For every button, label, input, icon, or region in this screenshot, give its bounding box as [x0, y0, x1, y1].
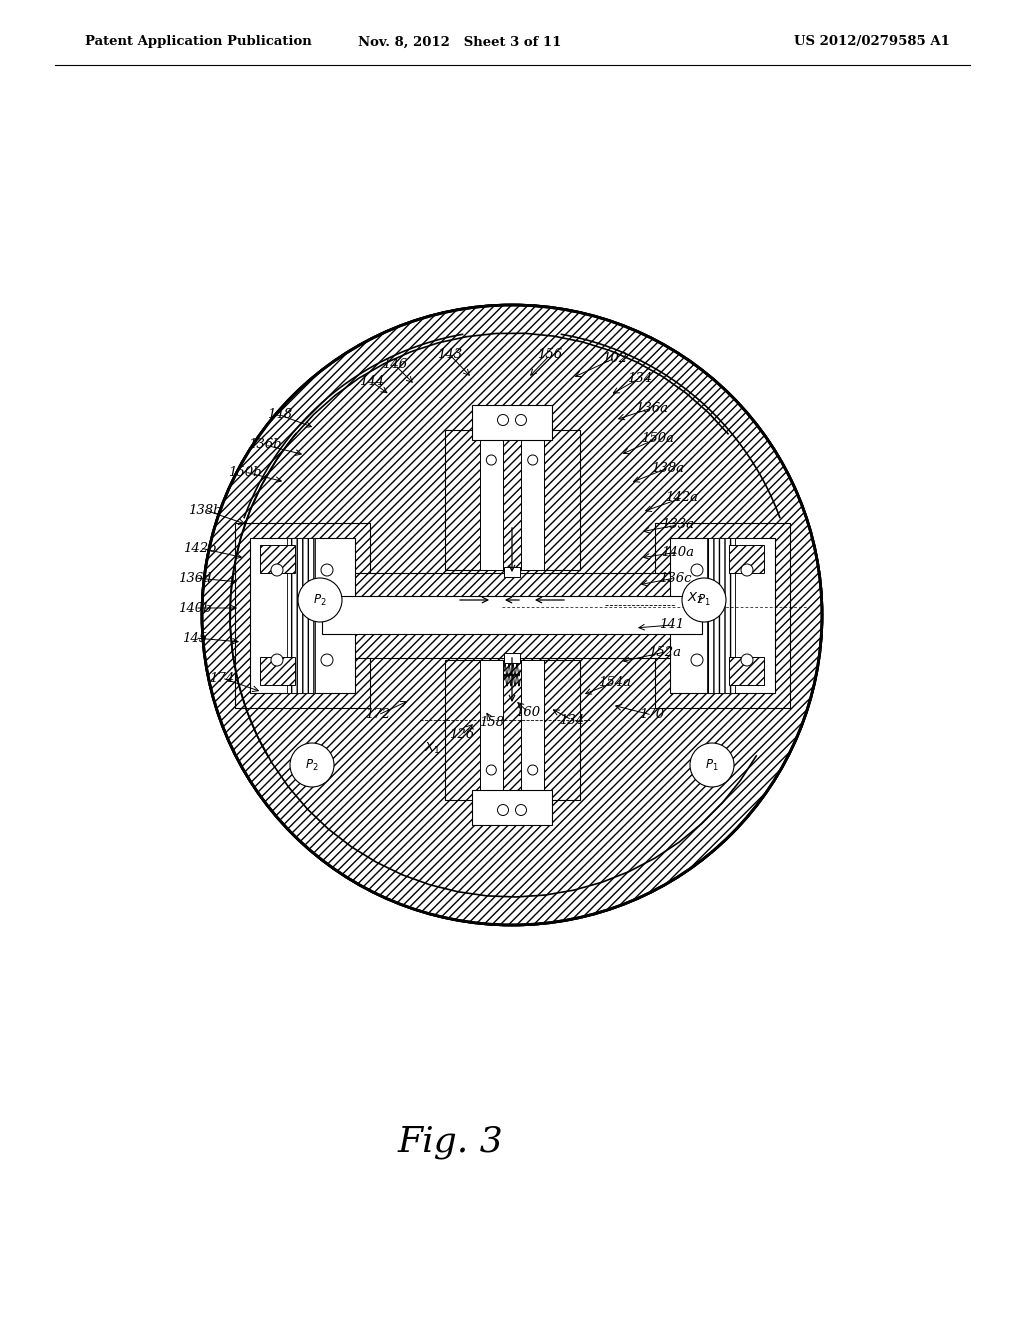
Text: 134: 134	[628, 371, 652, 384]
Text: 102: 102	[602, 351, 628, 364]
Text: 154a: 154a	[598, 676, 632, 689]
Text: 140a: 140a	[662, 545, 694, 558]
Text: 174: 174	[210, 672, 234, 685]
Circle shape	[202, 305, 822, 925]
Bar	[322, 597, 702, 634]
Circle shape	[741, 564, 753, 576]
Text: Patent Application Publication: Patent Application Publication	[85, 36, 311, 49]
Circle shape	[527, 766, 538, 775]
Circle shape	[498, 804, 509, 816]
Circle shape	[271, 653, 283, 667]
Text: 138a: 138a	[651, 462, 684, 474]
Circle shape	[321, 564, 333, 576]
Circle shape	[298, 578, 342, 622]
Bar	[260, 657, 295, 685]
Text: 145: 145	[182, 631, 208, 644]
Bar	[444, 660, 580, 800]
Text: 141: 141	[659, 619, 685, 631]
Text: 143: 143	[437, 348, 463, 362]
Bar	[521, 660, 545, 805]
Bar	[322, 597, 702, 634]
Text: 136a: 136a	[636, 401, 669, 414]
Circle shape	[486, 455, 497, 465]
Circle shape	[515, 414, 526, 425]
Text: $P_2$: $P_2$	[313, 593, 327, 607]
Circle shape	[271, 564, 283, 576]
Text: 158: 158	[479, 715, 505, 729]
Bar	[707, 537, 735, 693]
Bar	[654, 523, 790, 708]
Text: 172: 172	[366, 709, 390, 722]
Circle shape	[527, 455, 538, 465]
Bar	[234, 523, 370, 708]
Text: 160: 160	[515, 705, 541, 718]
Bar	[504, 653, 520, 663]
Bar	[521, 425, 545, 570]
Bar	[472, 405, 552, 440]
Text: 134: 134	[559, 714, 585, 726]
Text: 148: 148	[267, 408, 293, 421]
Text: $P_2$: $P_2$	[305, 758, 318, 772]
Bar	[479, 660, 503, 805]
Circle shape	[691, 653, 703, 667]
Bar	[322, 573, 702, 657]
Text: 156: 156	[538, 348, 562, 362]
Text: 126: 126	[450, 729, 474, 742]
Text: 142b: 142b	[183, 541, 217, 554]
Text: 136b: 136b	[248, 438, 282, 451]
Text: $X_1$: $X_1$	[424, 741, 440, 755]
Text: $P_1$: $P_1$	[697, 593, 711, 607]
Bar	[479, 425, 503, 570]
Text: 152a: 152a	[648, 645, 682, 659]
Bar	[670, 537, 774, 693]
Circle shape	[741, 653, 753, 667]
Bar	[250, 537, 354, 693]
Bar	[287, 537, 315, 693]
Bar	[260, 545, 295, 573]
Text: 146: 146	[382, 359, 408, 371]
Circle shape	[682, 578, 726, 622]
Circle shape	[202, 305, 822, 925]
Text: $P_1$: $P_1$	[706, 758, 719, 772]
Circle shape	[691, 564, 703, 576]
Circle shape	[515, 804, 526, 816]
Text: 136d: 136d	[178, 572, 212, 585]
Circle shape	[321, 653, 333, 667]
Text: 142a: 142a	[666, 491, 698, 504]
Text: Nov. 8, 2012   Sheet 3 of 11: Nov. 8, 2012 Sheet 3 of 11	[358, 36, 562, 49]
Circle shape	[290, 743, 334, 787]
Bar	[472, 789, 552, 825]
Circle shape	[690, 743, 734, 787]
Text: 150b: 150b	[228, 466, 262, 479]
Text: 170: 170	[639, 709, 665, 722]
Text: 140b: 140b	[178, 602, 212, 615]
Bar	[729, 545, 764, 573]
Bar	[504, 568, 520, 577]
Text: US 2012/0279585 A1: US 2012/0279585 A1	[795, 36, 950, 49]
Text: 136c: 136c	[658, 572, 691, 585]
Text: 150a: 150a	[641, 432, 675, 445]
Text: 144: 144	[359, 375, 385, 388]
Circle shape	[486, 766, 497, 775]
Text: $X_2$: $X_2$	[687, 590, 703, 606]
Circle shape	[498, 414, 509, 425]
Bar	[729, 657, 764, 685]
Bar	[444, 430, 580, 570]
Text: 133a: 133a	[662, 519, 694, 532]
Text: Fig. 3: Fig. 3	[397, 1125, 503, 1159]
Text: 138b: 138b	[188, 503, 222, 516]
